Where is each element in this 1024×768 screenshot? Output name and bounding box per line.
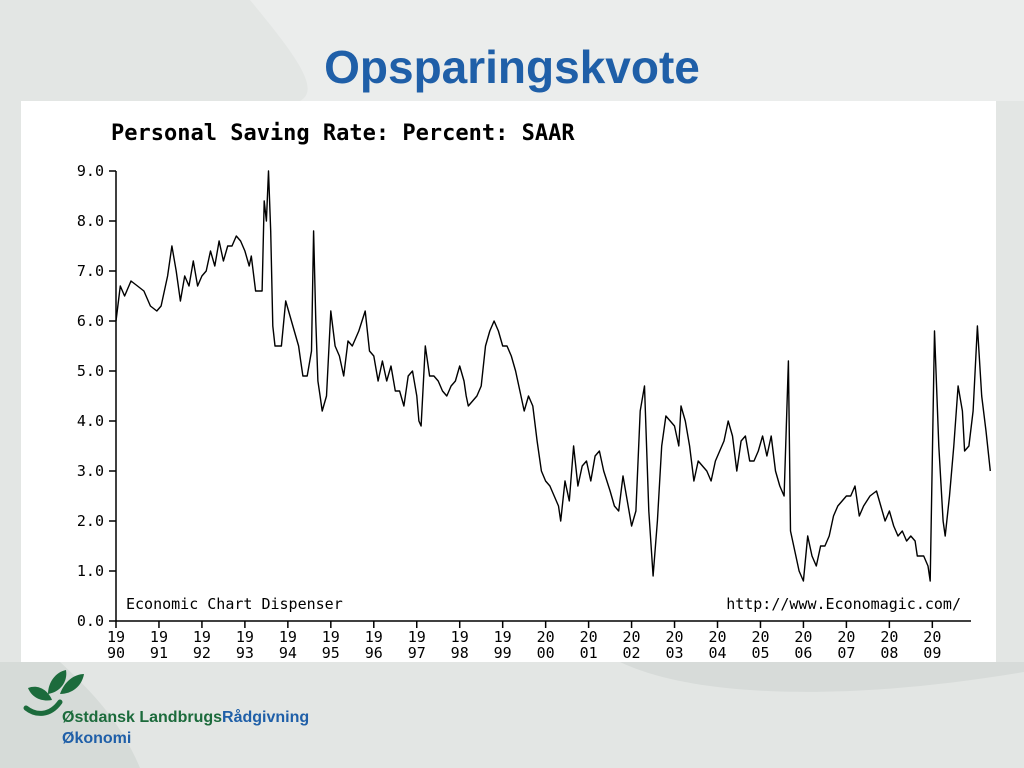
slide-title: Opsparingskvote (324, 41, 700, 93)
x-tick-label-bottom: 00 (537, 644, 555, 662)
brand-line-2: Økonomi (62, 730, 132, 747)
x-tick-label-bottom: 09 (923, 644, 941, 662)
x-tick-label-top: 19 (365, 628, 383, 646)
y-tick-label: 5.0 (77, 362, 104, 380)
brand-name-part1: Østdansk Landbrugs (62, 709, 223, 726)
chart-title: Personal Saving Rate: Percent: SAAR (111, 121, 575, 146)
y-axis-ticks: 0.0 1.0 2.0 3.0 4.0 5.0 6.0 7.0 8.0 9.0 (77, 162, 116, 630)
x-tick-label-top: 19 (193, 628, 211, 646)
x-tick-label-bottom: 06 (794, 644, 812, 662)
x-tick-label-top: 19 (322, 628, 340, 646)
x-tick-label-bottom: 92 (193, 644, 211, 662)
y-tick-label: 3.0 (77, 462, 104, 480)
saving-rate-chart: Personal Saving Rate: Percent: SAAR 0.01… (77, 121, 991, 662)
x-tick-label-bottom: 04 (708, 644, 726, 662)
x-tick-label-top: 19 (494, 628, 512, 646)
x-tick-label-bottom: 98 (451, 644, 469, 662)
chart-panel: Personal Saving Rate: Percent: SAAR 0.0 1… (21, 101, 996, 662)
x-tick-label-bottom: 97 (408, 644, 426, 662)
brand-name: Østdansk LandbrugsRådgivning Økonomi (62, 707, 309, 749)
x-tick-label-bottom: 03 (666, 644, 684, 662)
x-tick-label-bottom: 96 (365, 644, 383, 662)
chart-series (115, 170, 991, 582)
x-tick-label-top: 19 (236, 628, 254, 646)
x-tick-label-top: 20 (923, 628, 941, 646)
x-tick-label-top: 20 (623, 628, 641, 646)
x-tick-label-top: 19 (150, 628, 168, 646)
y-tick-label: 8.0 (77, 212, 104, 230)
x-tick-label-bottom: 95 (322, 644, 340, 662)
x-tick-label-bottom: 91 (150, 644, 168, 662)
y-tick-label: 9.0 (77, 162, 104, 180)
x-tick-label-top: 20 (537, 628, 555, 646)
x-tick-label-top: 20 (837, 628, 855, 646)
x-tick-label-top: 19 (451, 628, 469, 646)
leaf-logo-icon (23, 670, 84, 716)
x-tick-label-top: 19 (107, 628, 125, 646)
y-tick-label: 6.0 (77, 312, 104, 330)
x-tick-label-bottom: 08 (880, 644, 898, 662)
x-tick-label-bottom: 07 (837, 644, 855, 662)
x-tick-label-top: 20 (666, 628, 684, 646)
x-tick-label-bottom: 94 (279, 644, 297, 662)
y-tick-label: 1.0 (77, 562, 104, 580)
chart-axes (115, 171, 971, 622)
x-tick-label-bottom: 05 (751, 644, 769, 662)
y-tick-label: 2.0 (77, 512, 104, 530)
chart-footer-left: Economic Chart Dispenser (126, 595, 343, 613)
y-tick-label: 7.0 (77, 262, 104, 280)
x-tick-label-bottom: 01 (580, 644, 598, 662)
x-tick-label-bottom: 02 (623, 644, 641, 662)
x-tick-label-top: 19 (279, 628, 297, 646)
x-axis-ticks: 1990199119921993199419951996199719981999… (107, 621, 941, 662)
brand-line-1: Østdansk LandbrugsRådgivning (62, 707, 309, 728)
x-tick-label-top: 19 (408, 628, 426, 646)
x-tick-label-top: 20 (751, 628, 769, 646)
x-tick-label-top: 20 (794, 628, 812, 646)
x-tick-label-top: 20 (708, 628, 726, 646)
x-tick-label-bottom: 90 (107, 644, 125, 662)
y-tick-label: 4.0 (77, 412, 104, 430)
x-tick-label-top: 20 (580, 628, 598, 646)
x-tick-label-bottom: 93 (236, 644, 254, 662)
series-line (115, 170, 991, 582)
chart-footer-right: http://www.Economagic.com/ (726, 595, 961, 613)
y-tick-label: 0.0 (77, 612, 104, 630)
brand-name-part2: Rådgivning (222, 709, 310, 726)
x-tick-label-bottom: 99 (494, 644, 512, 662)
x-tick-label-top: 20 (880, 628, 898, 646)
